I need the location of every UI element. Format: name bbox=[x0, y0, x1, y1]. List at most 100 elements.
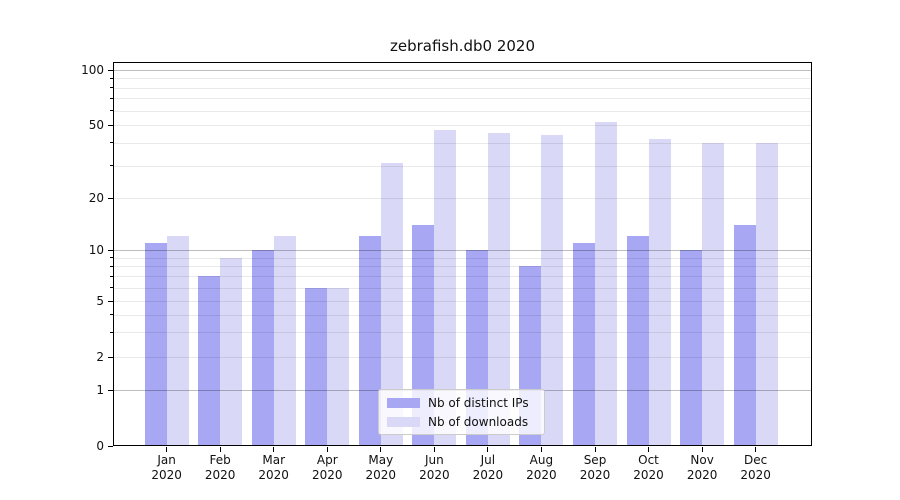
x-tick-mark-jun bbox=[433, 447, 435, 452]
y-minor-tick-mark-90 bbox=[110, 77, 113, 79]
x-tick-year: 2020 bbox=[151, 468, 182, 482]
y-minor-tick-mark-9 bbox=[110, 257, 113, 259]
x-tick-mark-oct bbox=[648, 447, 649, 452]
y-tick-label-50: 50 bbox=[88, 118, 104, 132]
x-tick-month: Mar bbox=[262, 453, 285, 467]
bar-nb-of-downloads-sep bbox=[595, 121, 617, 446]
y-tick-label-100: 100 bbox=[81, 63, 104, 77]
x-tick-year: 2020 bbox=[419, 468, 450, 482]
bar-nb-of-distinct-ips-feb bbox=[198, 276, 221, 446]
legend-label: Nb of distinct IPs bbox=[428, 395, 529, 410]
x-tick-mark-jan bbox=[166, 447, 168, 452]
x-tick-month: Nov bbox=[690, 453, 714, 467]
bar-nb-of-downloads-jul bbox=[487, 133, 510, 446]
y-minor-tick-mark-4 bbox=[110, 314, 113, 316]
y-tick-mark-5 bbox=[108, 300, 113, 302]
y-tick-label-0: 0 bbox=[96, 439, 104, 453]
x-tick-label-may: May 2020 bbox=[341, 453, 421, 483]
x-tick-month: Feb bbox=[209, 453, 231, 467]
x-tick-label-dec: Dec 2020 bbox=[716, 453, 796, 483]
bar-nb-of-downloads-dec bbox=[755, 142, 778, 446]
bar-nb-of-distinct-ips-may bbox=[358, 236, 381, 446]
legend: Nb of distinct IPs Nb of downloads bbox=[378, 389, 545, 435]
bar-nb-of-downloads-may bbox=[380, 163, 403, 446]
x-tick-month: Sep bbox=[583, 453, 607, 467]
bar-nb-of-downloads-feb bbox=[220, 257, 243, 446]
x-tick-year: 2020 bbox=[365, 468, 397, 482]
y-tick-label-1: 1 bbox=[96, 383, 104, 397]
x-tick-month: May bbox=[368, 453, 394, 467]
x-tick-month: Aug bbox=[529, 453, 554, 467]
bar-nb-of-downloads-apr bbox=[327, 287, 350, 446]
legend-label: Nb of downloads bbox=[428, 414, 529, 429]
y-tick-mark-2 bbox=[108, 356, 113, 358]
x-tick-month: Oct bbox=[638, 453, 659, 467]
x-tick-label-jul: Jul 2020 bbox=[448, 453, 528, 483]
y-minor-tick-mark-8 bbox=[110, 265, 113, 267]
x-tick-month: Jun bbox=[425, 453, 444, 467]
y-tick-mark-1 bbox=[108, 389, 113, 391]
x-tick-year: 2020 bbox=[579, 468, 611, 482]
y-tick-mark-20 bbox=[108, 197, 113, 199]
bar-nb-of-downloads-aug bbox=[541, 135, 564, 446]
x-tick-month: Apr bbox=[316, 453, 338, 467]
x-tick-mark-sep bbox=[594, 447, 596, 452]
x-tick-mark-mar bbox=[273, 447, 275, 452]
y-minor-tick-mark-80 bbox=[110, 87, 113, 89]
y-tick-label-5: 5 bbox=[96, 294, 104, 308]
legend-entry-nb-of-downloads: Nb of downloads bbox=[387, 413, 538, 430]
bar-nb-of-distinct-ips-sep bbox=[573, 242, 595, 446]
bar-nb-of-distinct-ips-nov bbox=[680, 250, 703, 446]
chart-title: zebrafish.db0 2020 bbox=[389, 37, 536, 55]
y-tick-mark-0 bbox=[108, 445, 113, 447]
y-minor-tick-mark-60 bbox=[110, 110, 113, 111]
bar-nb-of-downloads-nov bbox=[702, 142, 725, 446]
x-tick-mark-apr bbox=[326, 447, 328, 452]
y-minor-tick-mark-30 bbox=[110, 165, 113, 167]
bar-nb-of-downloads-jan bbox=[166, 236, 189, 446]
y-tick-mark-10 bbox=[108, 249, 113, 251]
bar-nb-of-distinct-ips-dec bbox=[733, 224, 756, 446]
x-tick-label-apr: Apr 2020 bbox=[287, 453, 367, 483]
y-minor-tick-mark-40 bbox=[110, 142, 113, 144]
bar-nb-of-downloads-oct bbox=[648, 138, 671, 446]
x-tick-label-jun: Jun 2020 bbox=[394, 453, 474, 483]
x-tick-month: Jul bbox=[480, 453, 496, 467]
bar-nb-of-distinct-ips-oct bbox=[626, 236, 649, 446]
x-tick-label-sep: Sep 2020 bbox=[555, 453, 635, 483]
bar-nb-of-distinct-ips-jan bbox=[144, 242, 167, 446]
x-tick-year: 2020 bbox=[312, 468, 343, 482]
x-tick-year: 2020 bbox=[472, 468, 504, 482]
y-minor-tick-mark-3 bbox=[110, 331, 113, 333]
plot-area: Nb of distinct IPs Nb of downloads bbox=[113, 62, 812, 446]
x-tick-year: 2020 bbox=[526, 468, 557, 482]
x-tick-mark-aug bbox=[540, 447, 542, 452]
legend-swatch-nb-of-downloads bbox=[387, 416, 420, 427]
x-tick-label-aug: Aug 2020 bbox=[501, 453, 581, 483]
y-minor-tick-mark-7 bbox=[110, 275, 113, 277]
y-minor-tick-mark-6 bbox=[110, 287, 113, 289]
x-tick-label-jan: Jan 2020 bbox=[127, 453, 207, 483]
x-tick-month: Jan bbox=[157, 453, 176, 467]
x-tick-mark-jul bbox=[487, 447, 489, 452]
y-tick-label-2: 2 bbox=[96, 350, 104, 364]
x-tick-label-nov: Nov 2020 bbox=[662, 453, 742, 483]
x-tick-mark-may bbox=[380, 447, 382, 452]
y-tick-label-10: 10 bbox=[88, 243, 104, 257]
x-tick-mark-dec bbox=[755, 447, 757, 452]
x-tick-year: 2020 bbox=[204, 468, 236, 482]
bar-nb-of-distinct-ips-apr bbox=[305, 287, 328, 446]
x-tick-mark-nov bbox=[701, 447, 703, 452]
x-tick-month: Dec bbox=[743, 453, 768, 467]
x-tick-year: 2020 bbox=[686, 468, 718, 482]
y-tick-mark-100 bbox=[108, 69, 113, 71]
y-tick-label-20: 20 bbox=[88, 191, 104, 205]
y-tick-mark-50 bbox=[108, 124, 113, 126]
x-tick-mark-feb bbox=[219, 447, 221, 452]
bar-nb-of-downloads-mar bbox=[273, 236, 296, 446]
x-tick-label-mar: Mar 2020 bbox=[234, 453, 314, 483]
bar-nb-of-downloads-jun bbox=[434, 129, 457, 446]
x-tick-label-feb: Feb 2020 bbox=[180, 453, 260, 483]
legend-entry-nb-of-distinct-ips: Nb of distinct IPs bbox=[387, 394, 538, 411]
